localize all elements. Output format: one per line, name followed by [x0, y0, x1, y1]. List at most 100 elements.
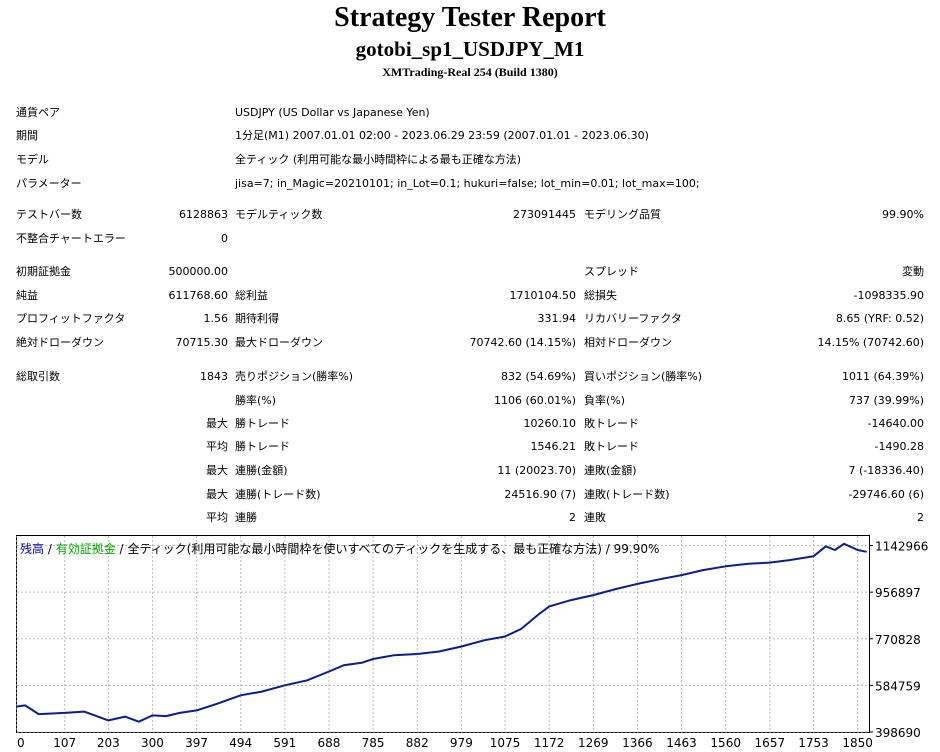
win-rate-label: 勝率(%)	[235, 394, 277, 407]
consec-loss-money-value: 7 (-18336.40)	[848, 464, 924, 477]
mismatch-value: 0	[221, 232, 228, 245]
win-rate-value: 1106 (60.01%)	[493, 394, 576, 407]
setting-label-period: 期間	[16, 129, 38, 142]
report-title: Strategy Tester Report	[334, 2, 606, 33]
chart-legend: 残高 / 有効証拠金 / 全ティック(利用可能な最小時間枠を使いすべてのティック…	[20, 540, 659, 557]
x-tick-label: 1463	[666, 736, 697, 750]
y-tick-label: 770828	[875, 633, 921, 647]
consec-win-money-value: 11 (20023.70)	[497, 464, 576, 477]
report-subtitle: gotobi_sp1_USDJPY_M1	[355, 37, 585, 61]
x-tick-label: 494	[229, 736, 252, 750]
recovery-factor-label: リカバリーファクタ	[584, 312, 682, 325]
x-tick-label: 397	[185, 736, 208, 750]
y-tick-label: 1142966	[875, 540, 928, 554]
max-qualifier: 最大	[206, 464, 228, 477]
balance-chart: 0 107 203 300 397 494 591 688 785 882 979 1075 1172 1…	[16, 535, 928, 750]
largest-win-label: 勝トレード	[235, 417, 290, 430]
bars-value: 6128863	[179, 208, 228, 221]
legend-equity: 有効証拠金	[55, 542, 116, 556]
gross-profit-label: 総利益	[235, 289, 268, 302]
avg-win-value: 1546.21	[530, 440, 577, 453]
x-tick-label: 1366	[622, 736, 653, 750]
largest-loss-value: -14640.00	[867, 417, 924, 430]
recovery-factor-value: 8.65 (YRF: 0.52)	[835, 312, 924, 325]
spread-value: 変動	[902, 265, 924, 278]
avg-streak-loss-value: 2	[917, 511, 924, 524]
x-tick-label: 203	[97, 736, 120, 750]
short-positions-value: 832 (54.69%)	[500, 370, 576, 383]
setting-label-model: モデル	[16, 153, 49, 166]
net-profit-label: 純益	[16, 289, 38, 302]
y-tick-label: 398690	[875, 726, 921, 740]
abs-drawdown-value: 70715.30	[175, 336, 229, 349]
y-tick-label: 584759	[875, 679, 921, 693]
rel-drawdown-label: 相対ドローダウン	[584, 336, 672, 349]
ticks-label: モデルティック数	[235, 208, 323, 221]
max-drawdown-label: 最大ドローダウン	[235, 336, 323, 349]
mismatch-label: 不整合チャートエラー	[16, 232, 126, 245]
avg-loss-label: 敗トレード	[584, 440, 639, 453]
chart-plot-area	[16, 535, 870, 733]
avg-streak-loss-label: 連敗	[584, 511, 606, 524]
ticks-value: 273091445	[513, 208, 576, 221]
abs-drawdown-label: 絶対ドローダウン	[16, 336, 104, 349]
gross-profit-value: 1710104.50	[509, 289, 576, 302]
spread-label: スプレッド	[584, 265, 639, 278]
long-positions-value: 1011 (64.39%)	[841, 370, 924, 383]
largest-win-value: 10260.10	[523, 417, 577, 430]
loss-rate-value: 737 (39.99%)	[848, 394, 924, 407]
long-positions-label: 買いポジション(勝率%)	[584, 370, 703, 383]
profit-factor-value: 1.56	[203, 312, 229, 325]
avg-streak-win-label: 連勝	[235, 511, 257, 524]
x-tick-label: 882	[406, 736, 429, 750]
quality-value: 99.90%	[882, 208, 924, 221]
consec-win-money-label: 連勝(金額)	[235, 464, 288, 477]
setting-value-symbol: USDJPY (US Dollar vs Japanese Yen)	[235, 106, 430, 119]
x-tick-label: 1172	[534, 736, 565, 750]
x-tick-label: 1075	[490, 736, 521, 750]
short-positions-label: 売りポジション(勝率%)	[235, 370, 354, 383]
avg-streak-win-value: 2	[569, 511, 576, 524]
x-tick-label: 1850	[842, 736, 873, 750]
consec-loss-money-label: 連敗(金額)	[584, 464, 637, 477]
x-tick-label: 591	[273, 736, 296, 750]
gross-loss-value: -1098335.90	[853, 289, 924, 302]
quality-label: モデリング品質	[584, 208, 661, 221]
avg-loss-value: -1490.28	[874, 440, 924, 453]
max-drawdown-value: 70742.60 (14.15%)	[469, 336, 576, 349]
y-tick-label: 956897	[875, 586, 921, 600]
expected-payoff-value: 331.94	[537, 312, 577, 325]
loss-rate-label: 負率(%)	[584, 394, 626, 407]
setting-label-symbol: 通貨ペア	[16, 106, 60, 119]
x-tick-label: 0	[17, 736, 25, 750]
x-tick-label: 785	[362, 736, 385, 750]
x-tick-label: 300	[141, 736, 164, 750]
bars-label: テストバー数	[16, 208, 82, 221]
consec-win-count-label: 連勝(トレード数)	[235, 488, 321, 501]
setting-value-parameters: jisa=7; in_Magic=20210101; in_Lot=0.1; h…	[235, 177, 700, 190]
rel-drawdown-value: 14.15% (70742.60)	[817, 336, 924, 349]
x-tick-label: 1560	[710, 736, 741, 750]
avg-win-label: 勝トレード	[235, 440, 290, 453]
legend-separator: /	[44, 542, 56, 556]
x-tick-label: 688	[318, 736, 341, 750]
profit-factor-label: プロフィットファクタ	[16, 312, 126, 325]
total-trades-label: 総取引数	[16, 370, 60, 383]
expected-payoff-label: 期待利得	[235, 312, 279, 325]
total-trades-value: 1843	[200, 370, 228, 383]
x-tick-label: 1753	[798, 736, 829, 750]
max-qualifier: 最大	[206, 488, 228, 501]
legend-separator: /	[115, 542, 128, 556]
x-tick-label: 107	[53, 736, 76, 750]
legend-balance: 残高	[20, 542, 45, 556]
x-tick-label: 1657	[755, 736, 786, 750]
max-qualifier: 最大	[206, 417, 228, 430]
setting-value-period: 1分足(M1) 2007.01.01 02:00 - 2023.06.29 23…	[235, 129, 649, 142]
x-tick-label: 1269	[578, 736, 609, 750]
largest-loss-label: 敗トレード	[584, 417, 639, 430]
deposit-label: 初期証拠金	[16, 265, 71, 278]
legend-model-info: 全ティック(利用可能な最小時間枠を使いすべてのティックを生成する、最も正確な方法…	[127, 542, 660, 556]
avg-qualifier: 平均	[206, 511, 228, 524]
consec-loss-count-value: -29746.60 (6)	[848, 488, 924, 501]
balance-line	[16, 542, 867, 723]
